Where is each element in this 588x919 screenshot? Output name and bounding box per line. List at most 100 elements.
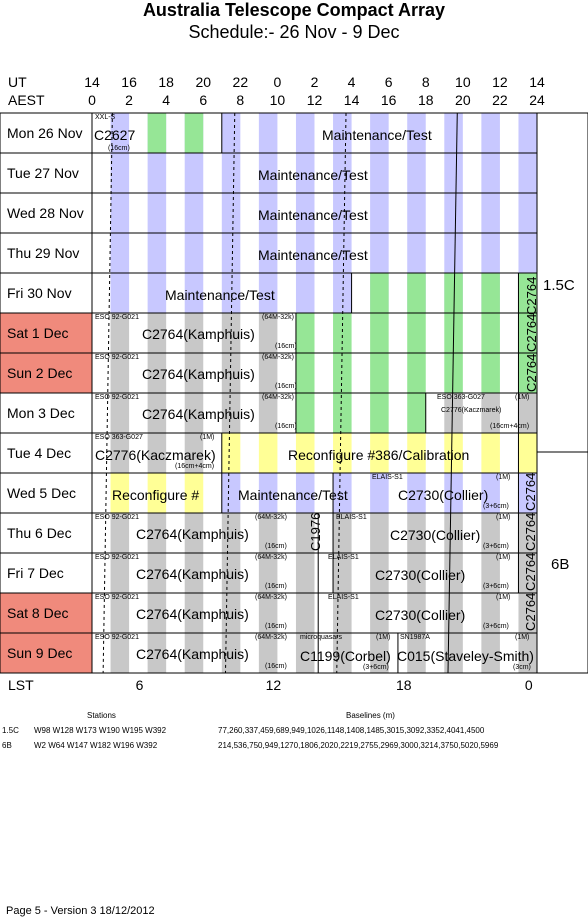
night-stripe: [147, 233, 167, 273]
day-label: Sun 9 Dec: [7, 645, 73, 661]
night-stripe: [370, 393, 389, 433]
night-stripe: [407, 193, 426, 233]
night-stripe: [333, 433, 352, 473]
project-label: C1199(Corbel): [300, 648, 391, 664]
night-stripe: [110, 113, 130, 153]
tick-label: 0: [88, 92, 96, 108]
band-label: (1M): [376, 634, 391, 641]
night-stripe: [407, 153, 426, 193]
project-source: microquasars: [300, 634, 343, 641]
band-label: (16cm): [275, 383, 297, 390]
night-stripe: [370, 593, 389, 633]
night-stripe: [444, 353, 463, 393]
night-stripe: [184, 313, 204, 353]
day-label: Sat 1 Dec: [7, 325, 69, 341]
tick-label: 4: [162, 92, 171, 108]
tick-label: 10: [455, 74, 471, 90]
band-label: (16cm): [275, 343, 297, 350]
tick-label: 14: [529, 74, 545, 90]
maintenance-label: Maintenance/Test: [258, 207, 368, 223]
tick-label: 18: [417, 92, 434, 108]
project-source: ESO 92-G021: [95, 514, 139, 521]
night-stripe: [295, 553, 315, 593]
night-stripe: [444, 513, 463, 553]
lst-tick-label: 0: [524, 677, 533, 693]
night-stripe: [481, 593, 500, 633]
night-stripe: [110, 393, 130, 433]
legend-baselines-2: 214,536,750,949,1270,1806,2020,2219,2755…: [218, 741, 499, 750]
night-stripe: [221, 233, 241, 273]
project-vertical: C2764: [523, 472, 538, 511]
night-stripe: [147, 113, 167, 153]
lst-line: [447, 112, 458, 674]
night-stripe: [221, 433, 241, 473]
night-stripe: [481, 353, 500, 393]
project-label: C2730(Collier): [375, 607, 466, 623]
day-label: Mon 3 Dec: [7, 405, 75, 421]
night-stripe: [110, 633, 130, 673]
night-stripe: [444, 473, 463, 513]
night-stripe: [110, 473, 130, 513]
night-stripe: [258, 353, 278, 393]
night-stripe: [370, 633, 389, 673]
night-stripe: [333, 153, 352, 193]
night-stripe: [481, 193, 500, 233]
band-label: (64M-32k): [262, 354, 294, 361]
tick-label: 2: [310, 74, 319, 90]
night-stripe: [518, 353, 537, 393]
tick-label: 24: [529, 92, 545, 108]
night-stripe: [258, 633, 278, 673]
night-stripe: [518, 433, 537, 473]
day-label: Fri 7 Dec: [7, 565, 64, 581]
project-code: C2627: [94, 127, 136, 143]
project-source: ELAIS-S1: [372, 474, 403, 481]
night-stripe: [147, 353, 167, 393]
night-stripe: [147, 633, 167, 673]
night-stripe: [518, 233, 537, 273]
night-stripe: [481, 513, 500, 553]
project-label: C2764(Kamphuis): [142, 366, 255, 382]
night-stripe: [147, 553, 167, 593]
maintenance-label: Maintenance/Test: [238, 487, 348, 503]
night-stripe: [221, 473, 241, 513]
band-label: (1M): [496, 474, 511, 481]
night-stripe: [481, 633, 500, 673]
night-stripe: [295, 433, 315, 473]
project-vertical: C2764: [524, 313, 539, 352]
night-stripe: [110, 553, 130, 593]
project-label: C2730(Collier): [390, 527, 481, 543]
maintenance-label: Maintenance/Test: [165, 287, 275, 303]
day-label: Mon 26 Nov: [7, 125, 83, 141]
project-source: ESO 92-G021: [95, 314, 139, 321]
night-stripe: [258, 153, 278, 193]
night-stripe: [370, 353, 389, 393]
night-stripe: [407, 473, 426, 513]
weekend-cell: [0, 353, 92, 393]
legend-cfg-2: 6B: [2, 741, 12, 750]
night-stripe: [407, 433, 426, 473]
tick-label: 18: [158, 74, 174, 90]
night-stripe: [221, 553, 241, 593]
band-label: (1M): [515, 394, 530, 401]
maintenance-label: Maintenance/Test: [322, 127, 432, 143]
night-stripe: [370, 473, 389, 513]
night-stripe: [518, 313, 537, 353]
night-stripe: [481, 113, 500, 153]
project-source: ESO 92-G021: [95, 634, 139, 641]
night-stripe: [407, 553, 426, 593]
night-stripe: [444, 553, 463, 593]
band-label: (64M-32k): [255, 594, 287, 601]
night-stripe: [258, 513, 278, 553]
night-stripe: [444, 273, 463, 313]
footer: Page 5 - Version 3 18/12/2012: [6, 905, 155, 917]
tick-label: 2: [125, 92, 133, 108]
band-label: (64M-32k): [255, 554, 287, 561]
project-source: ELAIS-S1: [336, 514, 367, 521]
night-stripe: [370, 193, 389, 233]
night-stripe: [221, 513, 241, 553]
band-label: (16cm): [265, 663, 287, 670]
band-label: (16cm): [265, 623, 287, 630]
maintenance-label: Maintenance/Test: [258, 247, 368, 263]
night-stripe: [258, 233, 278, 273]
reconfig-label: Reconfigure #: [112, 487, 200, 503]
